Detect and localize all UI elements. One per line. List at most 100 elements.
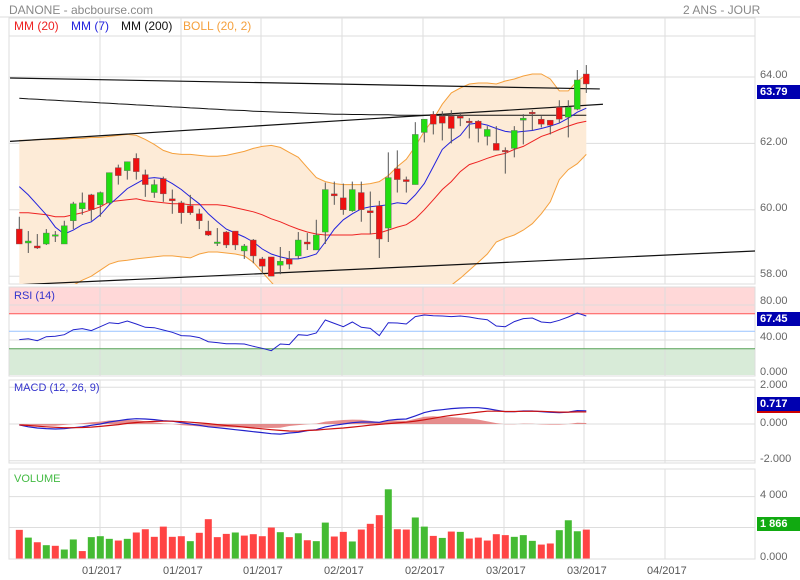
rsi-tick: 80.00 bbox=[760, 295, 788, 307]
candle-body bbox=[394, 168, 401, 180]
candle-body bbox=[142, 174, 149, 185]
period-label[interactable]: 2 ANS - JOUR bbox=[683, 3, 761, 17]
volume-bar bbox=[564, 520, 572, 559]
x-tick: 01/2017 bbox=[243, 565, 283, 577]
candle-body bbox=[124, 161, 131, 171]
macd-signal-line bbox=[19, 410, 587, 432]
candle-body bbox=[466, 120, 473, 123]
volume-bar bbox=[222, 533, 230, 559]
legend-mm7: MM (7) bbox=[71, 19, 109, 33]
volume-bar bbox=[231, 532, 239, 559]
bollinger-lower-line bbox=[74, 154, 587, 284]
volume-bar bbox=[69, 539, 77, 559]
volume-bar bbox=[465, 538, 473, 559]
volume-bar bbox=[321, 522, 329, 559]
candle-body bbox=[583, 73, 590, 85]
volume-bar bbox=[87, 537, 95, 559]
mm7-line bbox=[18, 107, 587, 260]
volume-bar bbox=[492, 534, 500, 559]
candle-body bbox=[421, 118, 428, 133]
candle-body bbox=[574, 79, 581, 110]
candle-body bbox=[313, 234, 320, 251]
candle-body bbox=[349, 189, 356, 211]
candle-body bbox=[430, 113, 437, 125]
volume-bar bbox=[510, 536, 518, 559]
volume-bar bbox=[285, 537, 293, 559]
candle-body bbox=[484, 129, 491, 137]
candle-body bbox=[160, 178, 167, 195]
x-tick: 01/2017 bbox=[82, 565, 122, 577]
candle-body bbox=[322, 189, 329, 233]
volume-bar bbox=[384, 489, 392, 559]
volume-bar bbox=[357, 529, 365, 559]
candle-body bbox=[367, 210, 374, 213]
volume-label: VOLUME bbox=[14, 473, 61, 485]
volume-bar bbox=[168, 536, 176, 559]
legend-boll: BOLL (20, 2) bbox=[183, 19, 252, 33]
volume-bar bbox=[501, 535, 509, 559]
volume-bar bbox=[402, 529, 410, 559]
candle-body bbox=[331, 193, 338, 197]
volume-bar bbox=[123, 538, 131, 559]
volume-bar bbox=[159, 526, 167, 559]
candle-body bbox=[502, 150, 509, 153]
volume-bar bbox=[393, 529, 401, 559]
bollinger-upper-line bbox=[19, 73, 587, 186]
volume-tick: 0.000 bbox=[760, 551, 788, 563]
candle-body bbox=[88, 194, 95, 211]
volume-value-badge: 1 866 bbox=[757, 517, 800, 531]
candle-body bbox=[565, 107, 572, 118]
volume-bar bbox=[573, 531, 581, 559]
panel-border bbox=[8, 379, 756, 464]
volume-bar bbox=[375, 515, 383, 559]
volume-bar bbox=[438, 537, 446, 559]
candle-body bbox=[295, 239, 302, 257]
volume-bar bbox=[186, 541, 194, 559]
volume-bar bbox=[555, 530, 563, 559]
candle-body bbox=[43, 232, 50, 245]
volume-bar bbox=[366, 523, 374, 559]
legend-mm20: MM (20) bbox=[14, 19, 59, 33]
volume-bar bbox=[177, 536, 185, 559]
candle-body bbox=[232, 230, 239, 246]
volume-bar bbox=[132, 532, 140, 559]
macd-line bbox=[19, 407, 587, 435]
volume-bar bbox=[537, 544, 545, 559]
volume-bar bbox=[60, 549, 68, 559]
volume-bar bbox=[204, 519, 212, 559]
candle-body bbox=[493, 143, 500, 151]
candle-body bbox=[133, 158, 140, 172]
price-plot bbox=[9, 65, 755, 284]
volume-bar bbox=[141, 529, 149, 559]
price-tick: 64.00 bbox=[760, 69, 788, 81]
rsi-tick: 40.00 bbox=[760, 331, 788, 343]
volume-bar bbox=[213, 537, 221, 559]
rsi-value-badge: 67.45 bbox=[757, 312, 800, 326]
candle-body bbox=[376, 205, 383, 240]
volume-bar bbox=[24, 537, 32, 559]
candle-body bbox=[385, 177, 392, 229]
macd-value-badge: 0.717 bbox=[757, 397, 800, 413]
candle-body bbox=[205, 230, 212, 236]
candle-body bbox=[214, 241, 221, 244]
macd-tick: -2.000 bbox=[760, 453, 792, 465]
volume-bar bbox=[276, 532, 284, 559]
candle-body bbox=[556, 107, 563, 120]
volume-bar bbox=[51, 545, 59, 559]
candle-body bbox=[529, 111, 536, 114]
candle-body bbox=[250, 239, 257, 257]
candle-body bbox=[538, 118, 545, 125]
candle-body bbox=[403, 179, 410, 182]
x-tick: 04/2017 bbox=[647, 565, 687, 577]
candle-body bbox=[178, 202, 185, 213]
volume-bar bbox=[447, 531, 455, 559]
trendline bbox=[22, 250, 755, 284]
volume-bar bbox=[411, 517, 419, 559]
last-price-badge: 63.79 bbox=[757, 85, 800, 99]
volume-bar bbox=[249, 534, 257, 559]
candle-body bbox=[79, 202, 86, 210]
volume-bar bbox=[312, 541, 320, 559]
volume-bar bbox=[330, 536, 338, 559]
rsi-overbought-band bbox=[9, 287, 755, 314]
